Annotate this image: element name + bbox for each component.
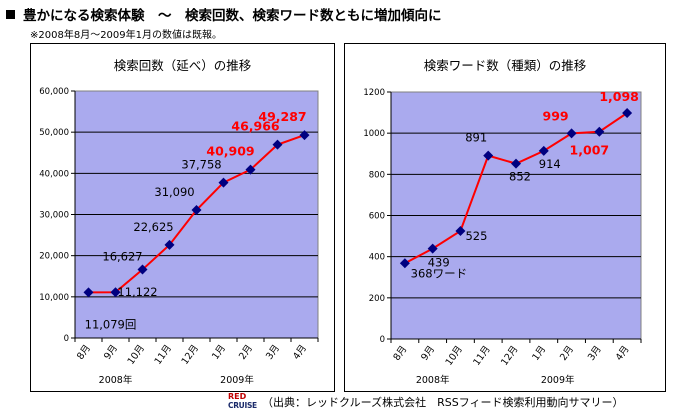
headline: 豊かになる検索体験 ～ 検索回数、検索ワード数ともに増加傾向に	[6, 4, 442, 24]
data-point-marker	[299, 130, 310, 141]
data-label: 368ワード	[411, 266, 467, 280]
data-label: 11,122	[117, 285, 157, 299]
red-cruise-logo: RED CRUISE	[228, 391, 257, 410]
year-label: 2009年	[220, 374, 254, 386]
y-tick-label: 200	[369, 294, 385, 304]
chart-title: 検索ワード数（種類）の推移	[424, 58, 587, 73]
x-tick-label: 9月	[419, 344, 437, 363]
x-tick-label: 3月	[586, 344, 604, 363]
data-point-marker	[83, 287, 94, 298]
x-tick-label: 10月	[126, 343, 147, 367]
y-tick-label: 0	[64, 334, 69, 344]
data-label: 891	[465, 131, 487, 145]
year-label: 2009年	[541, 374, 575, 386]
data-label: 525	[465, 229, 487, 243]
data-note: ※2008年8月～2009年1月の数値は既報。	[30, 30, 223, 41]
data-label: 16,627	[102, 250, 142, 264]
x-tick-label: 3月	[264, 343, 282, 362]
data-point-marker	[483, 150, 494, 161]
data-point-marker	[566, 128, 577, 139]
source-text: （出典：レッドクルーズ株式会社 RSSフィード検索利用動向サマリー）	[262, 395, 624, 409]
data-label: 46,966	[231, 119, 280, 134]
data-label: 37,758	[181, 158, 221, 172]
data-label: 11,079回	[85, 317, 137, 331]
y-tick-label: 20,000	[39, 252, 69, 262]
data-point-marker	[218, 177, 229, 188]
x-tick-label: 4月	[291, 343, 309, 362]
y-tick-label: 60,000	[39, 87, 69, 97]
data-point-marker	[191, 205, 202, 216]
x-tick-label: 9月	[102, 343, 120, 362]
x-tick-label: 2月	[558, 344, 576, 363]
year-label: 2008年	[99, 374, 133, 386]
x-tick-label: 12月	[499, 344, 520, 368]
headline-text: 豊かになる検索体験 ～ 検索回数、検索ワード数ともに増加傾向に	[23, 8, 442, 24]
data-label: 852	[509, 170, 531, 184]
x-tick-label: 11月	[153, 343, 174, 367]
data-label: 914	[539, 157, 561, 171]
year-label: 2008年	[416, 374, 450, 386]
search-count-chart: 検索回数（延べ）の推移 0 10,000 20,000 30,000 40,000 50,0…	[39, 58, 319, 386]
data-point-marker	[455, 225, 466, 236]
x-tick-label: 2月	[237, 343, 255, 362]
data-point-marker	[399, 258, 410, 269]
data-point-marker	[427, 243, 438, 254]
x-tick-label: 1月	[530, 344, 548, 363]
square-bullet-icon	[6, 10, 15, 19]
data-label: 1,098	[599, 89, 639, 104]
data-point-marker	[511, 158, 521, 169]
x-tick-label: 1月	[210, 343, 228, 362]
x-tick-label: 8月	[391, 344, 409, 363]
data-label: 22,625	[133, 220, 173, 234]
y-tick-label: 1000	[363, 129, 385, 139]
x-tick-label: 8月	[75, 343, 93, 362]
data-label: 49,287	[258, 109, 306, 124]
search-count-chart-panel: 検索回数（延べ）の推移 0 10,000 20,000 30,000 40,000 50,0…	[30, 43, 335, 392]
y-tick-label: 800	[369, 170, 385, 180]
search-word-chart-panel: 検索ワード数（種類）の推移 0 200 400 600 800 1000 1200 8月 9月 10…	[344, 43, 666, 392]
y-tick-label: 400	[369, 253, 385, 263]
data-label: 999	[543, 108, 569, 123]
y-tick-label: 10,000	[39, 293, 69, 303]
y-tick-label: 0	[380, 335, 385, 345]
data-point-marker	[538, 145, 549, 156]
search-word-chart: 検索ワード数（種類）の推移 0 200 400 600 800 1000 1200 8月 9月 10…	[363, 58, 642, 386]
y-tick-label: 50,000	[39, 128, 69, 138]
data-point-marker	[110, 287, 121, 298]
chart-title: 検索回数（延べ）の推移	[114, 58, 252, 73]
y-tick-label: 600	[369, 212, 385, 222]
y-tick-label: 40,000	[39, 169, 69, 179]
x-tick-label: 10月	[444, 344, 465, 368]
y-tick-label: 1200	[363, 88, 385, 98]
data-point-marker	[164, 239, 175, 250]
data-point-marker	[272, 139, 283, 150]
data-label: 31,090	[154, 185, 194, 199]
footer: RED CRUISE （出典：レッドクルーズ株式会社 RSSフィード検索利用動向…	[228, 391, 624, 411]
x-tick-label: 12月	[180, 343, 201, 367]
x-tick-label: 4月	[614, 344, 632, 363]
data-point-marker	[622, 107, 633, 118]
data-label: 439	[428, 256, 450, 270]
data-label: 40,909	[206, 144, 254, 159]
y-tick-label: 30,000	[39, 211, 69, 221]
data-point-marker	[245, 164, 256, 175]
x-tick-label: 11月	[471, 344, 492, 368]
data-point-marker	[137, 264, 148, 275]
data-label: 1,007	[570, 143, 610, 158]
